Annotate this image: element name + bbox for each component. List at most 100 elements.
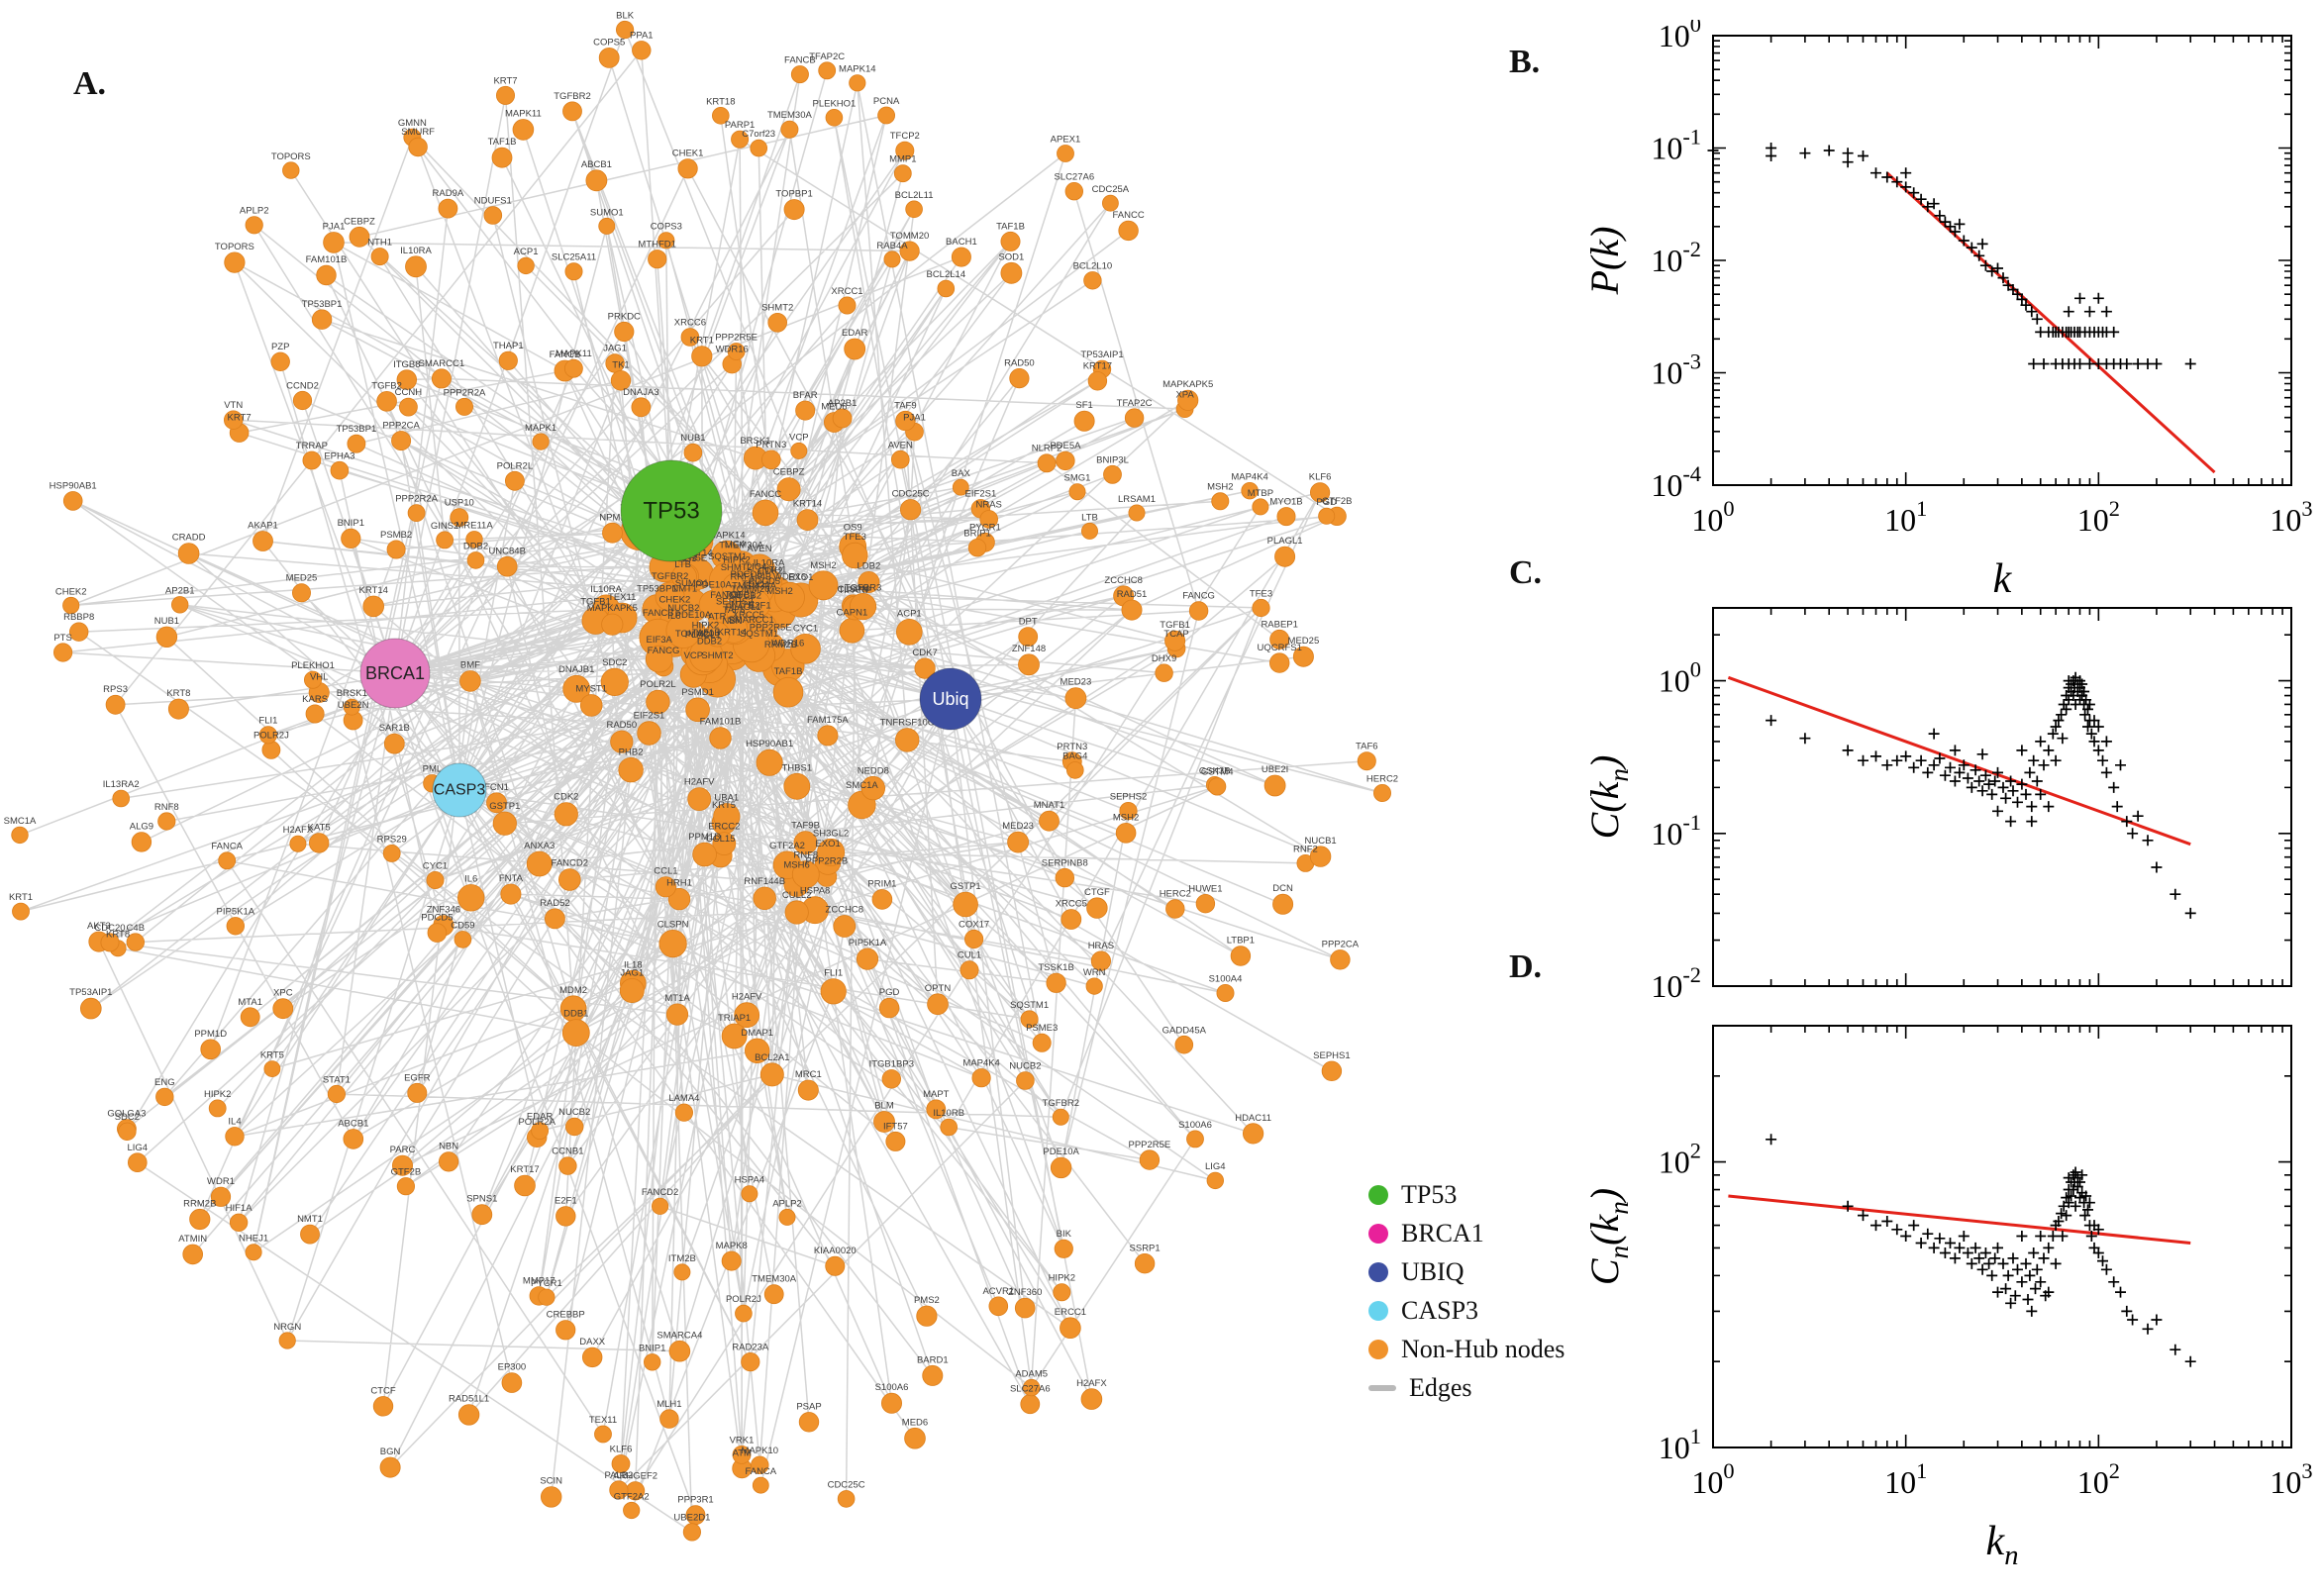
svg-text:PPP2R2A: PPP2R2A	[395, 494, 438, 505]
svg-text:102: 102	[2077, 1458, 2120, 1500]
svg-text:KARS: KARS	[302, 694, 328, 705]
svg-text:AVEN: AVEN	[888, 440, 913, 450]
svg-text:PYCR1: PYCR1	[531, 1278, 562, 1289]
svg-text:EIF2S1: EIF2S1	[634, 711, 665, 722]
svg-text:CDC20: CDC20	[94, 923, 125, 934]
svg-text:GMNN: GMNN	[398, 118, 427, 129]
svg-text:TEX11: TEX11	[608, 592, 636, 603]
svg-text:FAM101B: FAM101B	[700, 717, 742, 728]
svg-text:TEX11: TEX11	[589, 1415, 617, 1426]
svg-text:ABCB1: ABCB1	[338, 1118, 368, 1129]
svg-text:DDB2: DDB2	[697, 636, 722, 647]
svg-text:IL6: IL6	[464, 874, 477, 885]
svg-text:HIPK2: HIPK2	[204, 1089, 231, 1100]
svg-text:CCNH: CCNH	[395, 387, 423, 398]
svg-text:ZNF346: ZNF346	[427, 905, 460, 916]
svg-text:SMURF: SMURF	[401, 127, 435, 138]
legend-item-ubiq: UBIQ	[1368, 1257, 1565, 1287]
svg-text:NMT1: NMT1	[671, 584, 697, 595]
svg-text:RAD50: RAD50	[1004, 357, 1035, 368]
svg-text:FANCD2: FANCD2	[552, 858, 588, 869]
svg-text:XPA: XPA	[1175, 390, 1194, 401]
svg-text:100: 100	[1659, 657, 1701, 699]
svg-text:S100A6: S100A6	[1178, 1120, 1212, 1131]
svg-text:SOD1: SOD1	[998, 251, 1024, 262]
svg-text:101: 101	[1884, 1458, 1927, 1500]
svg-text:MED25: MED25	[1288, 636, 1320, 647]
svg-text:ERCC1: ERCC1	[1055, 1307, 1086, 1318]
svg-text:Cn(kn): Cn(kn)	[1582, 1188, 1634, 1285]
svg-text:MED23: MED23	[1060, 677, 1092, 688]
svg-text:HIPK2: HIPK2	[723, 555, 750, 566]
svg-text:RAD9A: RAD9A	[433, 188, 464, 199]
svg-text:ABCB1: ABCB1	[581, 159, 612, 170]
svg-text:CCNB1: CCNB1	[552, 1147, 583, 1157]
svg-text:UQCRFS1: UQCRFS1	[1257, 643, 1301, 653]
svg-text:SDC2: SDC2	[115, 1112, 140, 1123]
svg-text:TAF6: TAF6	[1356, 742, 1378, 752]
svg-text:BMF: BMF	[460, 660, 480, 671]
svg-text:MED6: MED6	[821, 402, 847, 413]
svg-text:HERC2: HERC2	[1160, 889, 1191, 900]
svg-text:WDR1: WDR1	[207, 1176, 235, 1187]
svg-text:CUL1: CUL1	[958, 950, 981, 961]
svg-text:100: 100	[1691, 496, 1734, 538]
svg-text:BRSK1: BRSK1	[740, 436, 770, 447]
svg-text:MSH2: MSH2	[1113, 812, 1139, 823]
svg-text:IL6: IL6	[667, 611, 680, 622]
svg-text:TGFB1: TGFB1	[725, 589, 756, 600]
svg-text:ITGB1BP3: ITGB1BP3	[869, 1059, 914, 1070]
svg-text:MAPK14: MAPK14	[708, 530, 746, 541]
svg-text:EGFR: EGFR	[404, 1072, 431, 1083]
svg-text:FAM175A: FAM175A	[807, 715, 849, 726]
svg-text:PPP2R5E: PPP2R5E	[1129, 1140, 1171, 1150]
svg-text:PPP2R5E: PPP2R5E	[750, 623, 792, 634]
svg-text:PSMB2: PSMB2	[380, 530, 412, 541]
network-legend: TP53 BRCA1 UBIQ CASP3 Non-Hub nodes Edge…	[1368, 1180, 1565, 1403]
svg-text:BARD1: BARD1	[917, 1354, 949, 1365]
svg-text:MAPK11: MAPK11	[556, 349, 592, 359]
svg-text:TFAP2C: TFAP2C	[1117, 398, 1153, 409]
svg-text:HSPA8: HSPA8	[800, 886, 830, 897]
svg-text:CDC25C: CDC25C	[892, 489, 930, 500]
clustering-coefficient-chart: 100 10-1 10-2 C(kn)	[1565, 594, 2317, 1007]
svg-text:DCN: DCN	[1272, 883, 1293, 894]
svg-text:TGFBR3: TGFBR3	[845, 582, 881, 593]
svg-text:MAPKAPK5: MAPKAPK5	[1162, 379, 1213, 390]
svg-text:SHMT2: SHMT2	[761, 303, 793, 314]
svg-text:EDAR: EDAR	[842, 328, 868, 339]
svg-text:PIP5K1A: PIP5K1A	[849, 938, 887, 948]
svg-text:FANCB: FANCB	[550, 349, 581, 360]
svg-text:MAPK10: MAPK10	[742, 1446, 779, 1456]
svg-text:NRGN: NRGN	[273, 1322, 301, 1333]
svg-text:WDR16: WDR16	[716, 344, 749, 354]
svg-text:CCL15: CCL15	[706, 834, 736, 845]
svg-text:TOMM20: TOMM20	[731, 584, 769, 595]
svg-text:FNTA: FNTA	[499, 873, 524, 884]
svg-text:HIF1A: HIF1A	[226, 1203, 253, 1214]
svg-text:PPM1D: PPM1D	[688, 832, 721, 843]
svg-text:BCL2L11: BCL2L11	[895, 190, 934, 201]
svg-text:KRT5: KRT5	[260, 1050, 284, 1061]
svg-text:FANCB: FANCB	[643, 608, 674, 619]
svg-text:VCP: VCP	[789, 432, 809, 443]
svg-text:PZP: PZP	[271, 342, 289, 352]
svg-text:CYC1: CYC1	[793, 623, 818, 634]
neighborhood-connectivity-chart: 100 101 102 103 102 101 Cn(kn) kn	[1565, 1008, 2317, 1596]
svg-text:AKT3: AKT3	[87, 921, 111, 932]
svg-text:SHMT2: SHMT2	[701, 650, 733, 661]
svg-text:MRC1: MRC1	[795, 1069, 822, 1080]
svg-text:BNIP3L: BNIP3L	[1096, 454, 1129, 465]
svg-text:PDE10A: PDE10A	[1043, 1147, 1079, 1157]
svg-text:BCL2L14: BCL2L14	[926, 269, 965, 280]
clustering-coefficient-plot: 100 10-1 10-2 C(kn)	[1582, 607, 2292, 1004]
svg-text:SEPHS2: SEPHS2	[716, 597, 754, 608]
svg-text:RNF8: RNF8	[793, 850, 818, 861]
svg-text:MTA1: MTA1	[238, 997, 262, 1008]
svg-text:ZNF360: ZNF360	[1008, 1287, 1042, 1298]
svg-text:IL10RB: IL10RB	[933, 1108, 964, 1119]
svg-text:IL4: IL4	[228, 1117, 241, 1128]
svg-text:PIP5K1A: PIP5K1A	[217, 907, 255, 918]
svg-text:VRK1: VRK1	[730, 1435, 755, 1446]
svg-text:TP53: TP53	[643, 498, 699, 525]
